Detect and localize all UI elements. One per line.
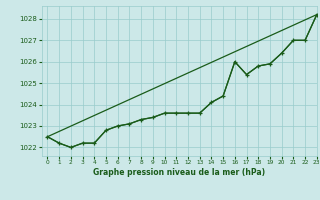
X-axis label: Graphe pression niveau de la mer (hPa): Graphe pression niveau de la mer (hPa)	[93, 168, 265, 177]
